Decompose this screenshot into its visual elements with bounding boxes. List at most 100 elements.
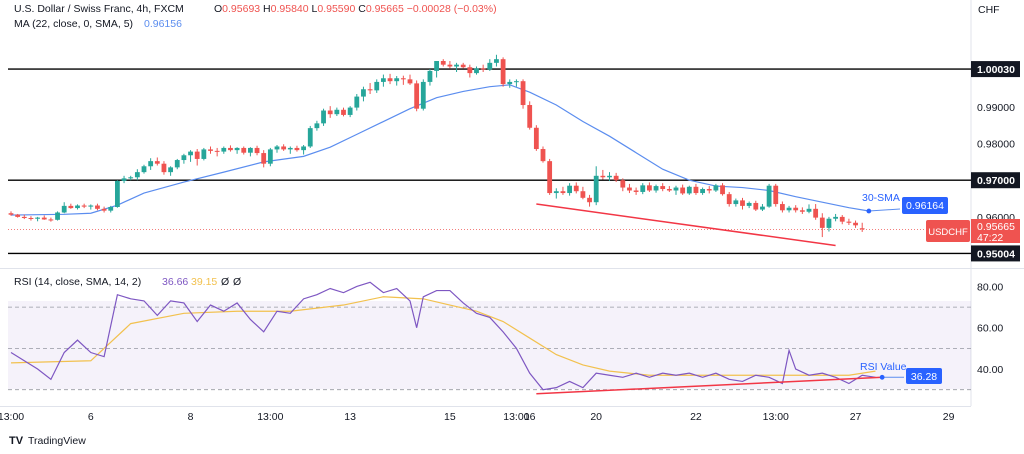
time-tick-label: 16 <box>524 411 536 423</box>
candle-body <box>706 189 712 191</box>
ohlc-key: H <box>263 3 271 15</box>
level-badge-2 <box>971 245 1020 262</box>
time-tick-label: 13:00 <box>0 411 24 423</box>
candle-body <box>15 214 21 217</box>
candle-body <box>514 81 519 83</box>
ohlc-key: L <box>312 3 318 15</box>
candle-body <box>134 172 140 178</box>
candle-body <box>347 107 353 115</box>
candle-body <box>314 123 320 129</box>
candle-body <box>261 153 267 164</box>
candle-body <box>141 166 147 173</box>
candle-body <box>633 190 639 192</box>
candle-body <box>593 175 599 203</box>
rsi-extra-2: Ø <box>233 276 241 288</box>
candle-body <box>527 105 533 128</box>
candle-body <box>627 187 632 191</box>
level-label-1: 0.97000 <box>977 175 1015 187</box>
candle-body <box>653 186 659 191</box>
candle-body <box>713 185 719 191</box>
candle-body <box>254 147 260 154</box>
level-label-2: 0.95004 <box>977 248 1015 260</box>
candle-body <box>560 191 566 194</box>
candle-body <box>740 200 745 206</box>
candle-body <box>55 212 60 220</box>
candle-body <box>361 89 366 97</box>
rsi-current-value: 36.66 <box>162 276 188 288</box>
time-tick-label: 20 <box>590 411 602 423</box>
candle-body <box>686 186 692 194</box>
sma-pointer-line <box>868 208 901 212</box>
symbol-title: U.S. Dollar / Swiss Franc, 4h, FXCM <box>14 3 184 15</box>
candle-body <box>773 185 779 205</box>
candle-body <box>700 189 705 194</box>
candle-body <box>115 180 120 207</box>
candle-body <box>427 70 433 82</box>
candle-body <box>214 150 220 152</box>
candle-body <box>274 146 280 150</box>
candle-body <box>507 81 513 85</box>
candle-body <box>726 194 732 205</box>
candle-body <box>208 149 213 151</box>
rsi-tick-label: 60.00 <box>977 323 1003 335</box>
candle-body <box>341 109 346 115</box>
time-tick-label: 29 <box>943 411 955 423</box>
ohlc-readout: O0.95693 H0.95840 L0.95590 C0.95665 −0.0… <box>214 3 497 15</box>
ohlc-value: 0.95665 <box>366 3 407 15</box>
bar-countdown: 47:22 <box>977 232 1003 244</box>
candle-body <box>853 222 858 226</box>
candle-body <box>41 217 47 220</box>
candle-body <box>487 62 493 70</box>
time-tick-label: 13:00 <box>257 411 283 423</box>
sma-layer <box>10 84 901 216</box>
candle-body <box>753 202 759 210</box>
rsi-annotation-label: RSI Value <box>860 361 907 373</box>
candle-body <box>95 205 100 209</box>
rsi-tick-label: 80.00 <box>977 281 1003 293</box>
candle-body <box>793 207 799 211</box>
candle-body <box>520 81 526 106</box>
candle-body <box>613 175 619 181</box>
rsi-label: RSI (14, close, SMA, 14, 2) <box>14 276 141 288</box>
candle-body <box>673 187 679 191</box>
candle-body <box>75 205 80 209</box>
rsi-extra-1: Ø <box>221 276 229 288</box>
rsi-annotation-value: 36.28 <box>911 371 937 383</box>
candle-body <box>454 64 459 67</box>
sma-annotation-label: 30-SMA <box>862 192 900 204</box>
candle-body <box>81 205 87 207</box>
candle-body <box>620 180 626 188</box>
ma-value: 0.96156 <box>144 18 182 30</box>
candle-body <box>101 208 107 211</box>
rsi-sma-value: 39.15 <box>191 276 217 288</box>
candle-body <box>48 219 54 221</box>
ohlc-value: 0.95590 <box>317 3 358 15</box>
candle-body <box>780 204 785 211</box>
time-tick-label: 22 <box>690 411 702 423</box>
candle-body <box>307 128 313 147</box>
candle-body <box>334 109 340 115</box>
price-tick-label: 0.99000 <box>977 102 1015 114</box>
candles <box>8 54 865 247</box>
candle-body <box>813 208 819 218</box>
candle-body <box>221 147 227 152</box>
ohlc-key: C <box>358 3 366 15</box>
candle-body <box>201 149 207 159</box>
candle-body <box>367 89 373 91</box>
candle-body <box>407 79 413 84</box>
candle-body <box>241 147 247 153</box>
candle-body <box>267 149 273 164</box>
ohlc-value: 0.95840 <box>271 3 312 15</box>
candle-body <box>194 151 200 159</box>
time-tick-label: 13:00 <box>763 411 789 423</box>
candle-body <box>680 187 686 194</box>
candle-body <box>640 185 646 192</box>
candle-body <box>720 185 725 195</box>
ohlc-value: 0.95693 <box>222 3 263 15</box>
candle-body <box>414 83 420 109</box>
sma-value-badge <box>902 197 948 214</box>
candle-body <box>733 200 739 205</box>
candle-body <box>248 147 253 153</box>
candle-body <box>108 206 114 211</box>
